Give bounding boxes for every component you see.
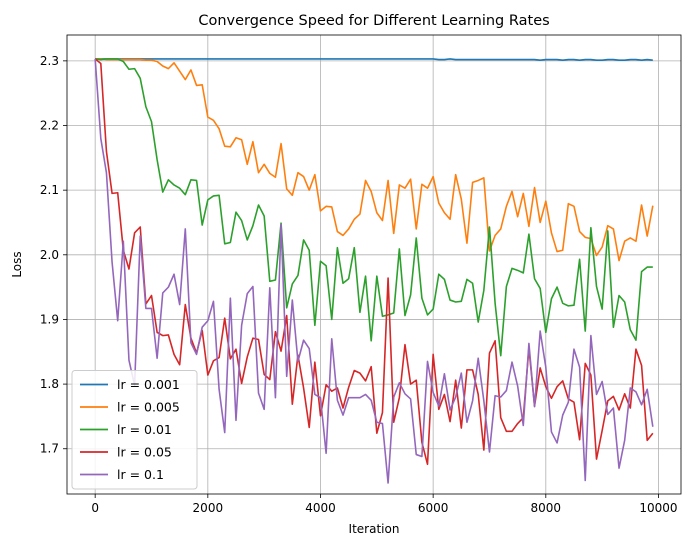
y-tick-label: 2.1	[40, 183, 59, 197]
series-lines	[94, 58, 654, 484]
y-tick-label: 2.2	[40, 119, 59, 133]
x-axis-label: Iteration	[349, 522, 400, 536]
y-tick-label: 1.7	[40, 442, 59, 456]
axis-ticks: 0 2000 4000 6000 8000 10000 1.7 1.8 1.9 2.0 2.1 2.2…	[40, 54, 678, 515]
x-tick-label: 6000	[418, 501, 449, 515]
legend-label: lr = 0.001	[117, 377, 180, 392]
series-line-4	[94, 58, 654, 484]
y-tick-label: 1.8	[40, 377, 59, 391]
series-line-0	[95, 58, 653, 62]
legend-box	[71, 370, 198, 490]
y-axis-label: Loss	[10, 251, 24, 277]
x-tick-label: 10000	[639, 501, 677, 515]
series-line-1	[95, 58, 654, 262]
legend-label: lr = 0.005	[117, 400, 180, 415]
plot-frame	[66, 34, 682, 495]
legend-label: lr = 0.05	[117, 445, 172, 460]
y-tick-label: 2.3	[40, 54, 59, 68]
legend: lr = 0.001 lr = 0.005 lr = 0.01 lr = 0.05 lr…	[71, 370, 198, 490]
y-tick-label: 2.0	[40, 248, 59, 262]
series-line-2	[95, 58, 653, 357]
x-tick-label: 0	[91, 501, 99, 515]
y-tick-label: 1.9	[40, 312, 59, 326]
series-line-3	[94, 58, 654, 466]
x-tick-label: 2000	[193, 501, 224, 515]
x-tick-label: 4000	[305, 501, 336, 515]
legend-label: lr = 0.1	[117, 467, 164, 482]
chart-title: Convergence Speed for Different Learning…	[198, 13, 549, 29]
x-tick-label: 8000	[531, 501, 562, 515]
legend-label: lr = 0.01	[117, 422, 172, 437]
